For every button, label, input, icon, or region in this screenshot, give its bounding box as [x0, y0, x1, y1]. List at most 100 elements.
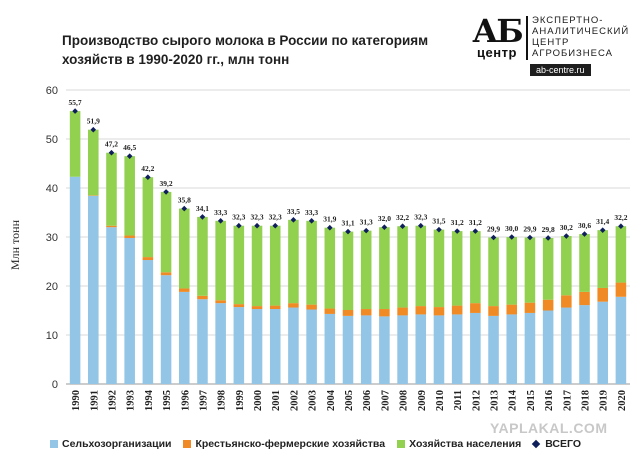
logo-sub: центр — [477, 45, 517, 60]
legend-swatch-agri-orgs — [50, 440, 58, 448]
bar-segment — [451, 305, 463, 315]
total-label: 29,8 — [542, 225, 555, 234]
x-tick-label: 2002 — [289, 390, 300, 411]
bar-segment — [488, 315, 499, 384]
bar-segment — [233, 307, 245, 384]
total-label: 47,2 — [105, 140, 118, 149]
x-tick-label: 1992 — [107, 390, 118, 411]
bar-segment — [397, 315, 408, 384]
x-tick-label: 1999 — [235, 390, 246, 411]
bar-segment — [288, 303, 299, 308]
legend-label-households: Хозяйства населения — [409, 438, 522, 450]
total-label: 39,2 — [160, 179, 173, 188]
bar-segment — [579, 234, 590, 292]
legend-swatch-households — [397, 440, 406, 448]
total-marker — [436, 226, 442, 233]
total-marker — [217, 218, 224, 224]
logo-mark: АБ — [472, 12, 523, 50]
x-tick-label: 1994 — [144, 389, 155, 411]
bar-segment — [615, 226, 627, 283]
total-marker — [399, 223, 406, 230]
bar-segment — [88, 129, 99, 196]
total-label: 35,8 — [178, 196, 191, 205]
bar-segment — [506, 304, 518, 315]
x-tick-label: 1991 — [89, 390, 100, 411]
total-marker — [327, 224, 333, 231]
total-label: 33,3 — [214, 208, 227, 217]
logo-divider — [526, 16, 528, 60]
bar-segment — [197, 216, 208, 296]
x-tick-label: 2012 — [471, 390, 482, 411]
bar-segment — [360, 315, 372, 384]
bar-segment — [360, 230, 372, 310]
bar-segment — [506, 237, 518, 305]
logo-text-line3: ЦЕНТР — [532, 37, 570, 48]
total-marker — [145, 174, 151, 181]
total-label: 32,3 — [232, 213, 245, 222]
bar-segment — [106, 152, 117, 226]
x-tick-label: 2015 — [526, 390, 537, 411]
total-marker — [472, 228, 479, 234]
bar-segment — [470, 231, 481, 304]
y-tick-label: 20 — [46, 281, 58, 293]
bar-segment — [561, 307, 572, 384]
total-label: 31,2 — [469, 218, 482, 227]
x-tick-label: 2009 — [417, 390, 428, 411]
x-tick-label: 2011 — [453, 390, 464, 410]
bar-segment — [69, 176, 81, 384]
legend-item-total: ВСЕГО — [531, 438, 581, 450]
total-label: 33,5 — [287, 207, 300, 216]
total-marker — [618, 223, 624, 230]
bar-segment — [379, 309, 390, 317]
total-marker — [72, 108, 78, 114]
x-tick-label: 2020 — [617, 390, 628, 411]
x-tick-label: 2005 — [344, 390, 355, 411]
bar-segment — [342, 310, 354, 316]
bar-segment — [615, 282, 627, 297]
total-marker — [199, 214, 206, 220]
x-tick-label: 2000 — [253, 390, 264, 411]
bar-segment — [379, 227, 390, 310]
x-tick-label: 2019 — [599, 390, 610, 411]
x-tick-label: 1998 — [217, 390, 228, 411]
bar-segment — [88, 195, 99, 384]
total-marker — [163, 189, 169, 195]
legend-label-farms: Крестьянско-фермерские хозяйства — [195, 438, 386, 450]
bar-segment — [360, 309, 372, 316]
x-tick-label: 2001 — [271, 390, 282, 411]
y-tick-label: 60 — [46, 85, 58, 97]
bar-segment — [288, 219, 299, 304]
legend-item-households: Хозяйства населения — [397, 438, 521, 450]
legend-item-agri-orgs: Сельхозорганизации — [50, 438, 171, 450]
bar-segment — [324, 227, 336, 309]
bar-segment — [397, 307, 408, 316]
total-marker — [599, 227, 606, 233]
bar-segment — [597, 230, 608, 288]
logo-url: ab-centre.ru — [530, 64, 591, 76]
bar-segment — [288, 307, 299, 384]
bar-segment — [524, 312, 536, 384]
total-marker — [581, 231, 588, 237]
chart-title-line1: Производство сырого молока в России по к… — [62, 33, 429, 48]
bar-segment — [542, 237, 554, 300]
total-marker — [363, 227, 369, 234]
bar-segment — [451, 231, 463, 306]
total-label: 33,3 — [305, 208, 318, 217]
x-tick-label: 1990 — [71, 390, 82, 411]
logo-text: ЭКСПЕРТНО- АНАЛИТИЧЕСКИЙ ЦЕНТР АГРОБИЗНЕ… — [532, 15, 629, 59]
total-label: 29,9 — [487, 224, 500, 233]
bar-segment — [488, 306, 499, 316]
bar-segment — [488, 237, 499, 307]
bar-segment — [324, 308, 336, 314]
bar-segment — [269, 305, 281, 310]
total-label: 31,5 — [432, 217, 445, 226]
x-tick-label: 2008 — [399, 390, 410, 411]
bar-segment — [561, 295, 572, 308]
bar-segment — [251, 306, 263, 310]
legend-label-agri-orgs: Сельхозорганизации — [62, 438, 172, 450]
y-tick-label: 0 — [52, 379, 58, 391]
total-label: 32,3 — [250, 213, 263, 222]
bar-segment — [124, 235, 135, 238]
bar-segment — [251, 225, 263, 307]
total-label: 55,7 — [69, 98, 82, 107]
